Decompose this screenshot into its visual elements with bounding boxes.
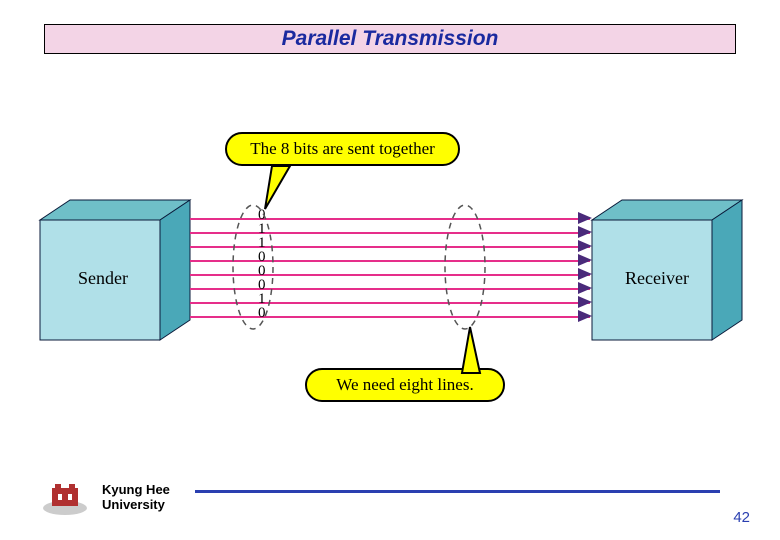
- arrow-head-icon: [578, 240, 594, 252]
- diagram-area: Sender Receiver The 8 bits are sent toge…: [30, 100, 750, 420]
- bubble-top-text: The 8 bits are sent together: [250, 139, 435, 159]
- university-logo-icon: [40, 480, 90, 516]
- ellipse-right: [440, 200, 490, 335]
- page-number: 42: [733, 509, 750, 526]
- institution-name: Kyung Hee University: [102, 482, 170, 512]
- institution-line1: Kyung Hee: [102, 482, 170, 497]
- sender-label: Sender: [58, 268, 148, 289]
- footer: Kyung Hee University 42: [40, 480, 750, 520]
- arrow-head-icon: [578, 310, 594, 322]
- title-bar: Parallel Transmission: [44, 24, 736, 54]
- footer-divider: [195, 490, 720, 493]
- institution-line2: University: [102, 497, 165, 512]
- arrow-head-icon: [578, 226, 594, 238]
- receiver-side-face: [712, 200, 742, 340]
- arrow-head-icon: [578, 212, 594, 224]
- arrow-head-icon: [578, 268, 594, 280]
- bubble-bottom-text: We need eight lines.: [336, 375, 473, 395]
- receiver-label: Receiver: [612, 268, 702, 289]
- title-text: Parallel Transmission: [282, 27, 499, 51]
- arrow-head-icon: [578, 282, 594, 294]
- bubble-top: The 8 bits are sent together: [225, 132, 460, 166]
- sender-side-face: [160, 200, 190, 340]
- ellipse-left: [228, 200, 278, 335]
- arrow-head-icon: [578, 296, 594, 308]
- arrow-head-icon: [578, 254, 594, 266]
